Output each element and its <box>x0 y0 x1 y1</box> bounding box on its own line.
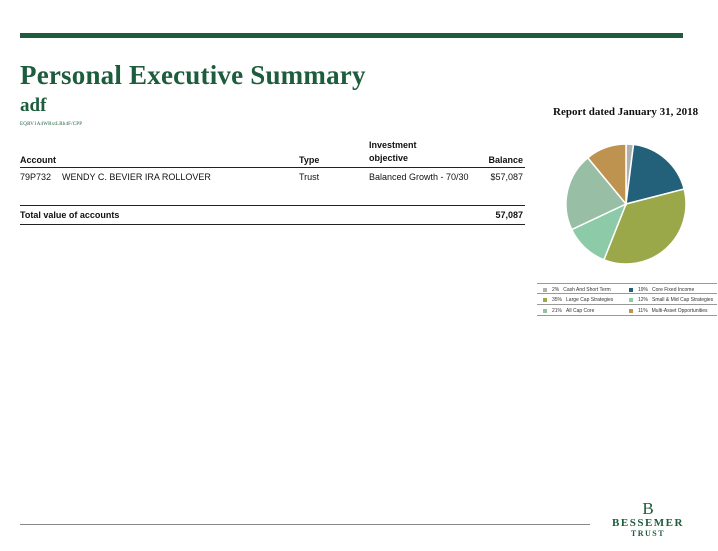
legend-pct: 35% <box>552 297 563 303</box>
header-type: Type <box>299 155 320 165</box>
legend-pct: 2% <box>552 287 560 293</box>
legend-item-large-cap: 35% Large Cap Strategies <box>543 297 613 303</box>
table-header: Account Type Investment objective Balanc… <box>20 140 525 168</box>
legend-row: 2% Cash And Short Term 19% Core Fixed In… <box>537 283 717 294</box>
total-value: 57,087 <box>495 210 523 220</box>
account-balance: $57,087 <box>490 172 523 182</box>
legend-swatch <box>629 298 633 302</box>
legend-pct: 19% <box>638 287 649 293</box>
top-rule <box>20 33 683 38</box>
pie-slice-large-cap-strategies <box>602 188 687 265</box>
header-account: Account <box>20 155 56 165</box>
pie-slice-core-fixed-income <box>625 143 686 206</box>
bessemer-trust-logo: B BESSEMER TRUST <box>610 500 686 539</box>
legend-swatch <box>543 309 547 313</box>
logo-wordmark: BESSEMER <box>612 517 684 529</box>
accounts-table: Account Type Investment objective Balanc… <box>20 140 525 225</box>
legend-item-all-cap-core: 21% All Cap Core <box>543 308 594 314</box>
legend-item-multi-asset: 11% Multi-Asset Opportunities <box>629 308 708 314</box>
page-title: Personal Executive Summary <box>20 60 366 90</box>
legend-swatch <box>543 288 547 292</box>
legend-label: Small & Mid Cap Strategies <box>652 297 714 303</box>
legend-pct: 11% <box>638 308 648 314</box>
legend-swatch <box>543 298 547 302</box>
total-label: Total value of accounts <box>20 210 120 220</box>
legend-pct: 12% <box>638 297 649 303</box>
legend-item-small-mid-cap: 12% Small & Mid Cap Strategies <box>629 297 713 303</box>
pie-slice-all-cap-core <box>565 156 628 231</box>
logo-monogram: B <box>642 499 654 518</box>
allocation-pie-chart <box>560 138 692 270</box>
document-id: EQRV1A4WRxtLRb4F/CPP <box>20 122 83 127</box>
legend-label: Cash And Short Term <box>563 287 611 293</box>
legend-label: Multi-Asset Opportunities <box>651 308 708 314</box>
legend-item-core-fixed-income: 19% Core Fixed Income <box>629 287 694 293</box>
header-objective: Investment objective <box>369 140 417 163</box>
legend-item-cash: 2% Cash And Short Term <box>543 287 611 293</box>
legend-pct: 21% <box>552 308 563 314</box>
legend-label: All Cap Core <box>566 308 595 314</box>
pie-svg <box>565 143 687 265</box>
header-balance: Balance <box>488 155 523 165</box>
account-name: WENDY C. BEVIER IRA ROLLOVER <box>62 172 211 182</box>
legend-label: Large Cap Strategies <box>566 297 614 303</box>
legend-row: 35% Large Cap Strategies 12% Small & Mid… <box>537 294 717 305</box>
page-subtitle: adf <box>20 95 47 116</box>
legend-swatch <box>629 288 633 292</box>
report-date: Report dated January 31, 2018 <box>553 106 699 118</box>
account-objective: Balanced Growth - 70/30 <box>369 172 469 182</box>
account-type: Trust <box>299 172 320 182</box>
pie-slice-multi-asset-opportunities <box>586 143 627 207</box>
logo-wordmark-sub: TRUST <box>630 529 666 538</box>
chart-legend: 2% Cash And Short Term 19% Core Fixed In… <box>537 283 717 316</box>
legend-row: 21% All Cap Core 11% Multi-Asset Opportu… <box>537 305 717 316</box>
legend-swatch <box>629 309 633 313</box>
account-number: 79P732 <box>20 172 52 182</box>
legend-label: Core Fixed Income <box>652 287 695 293</box>
footer-rule <box>20 524 590 525</box>
table-row: 79P732 WENDY C. BEVIER IRA ROLLOVER Trus… <box>20 168 525 206</box>
table-total-row: Total value of accounts 57,087 <box>20 206 525 225</box>
